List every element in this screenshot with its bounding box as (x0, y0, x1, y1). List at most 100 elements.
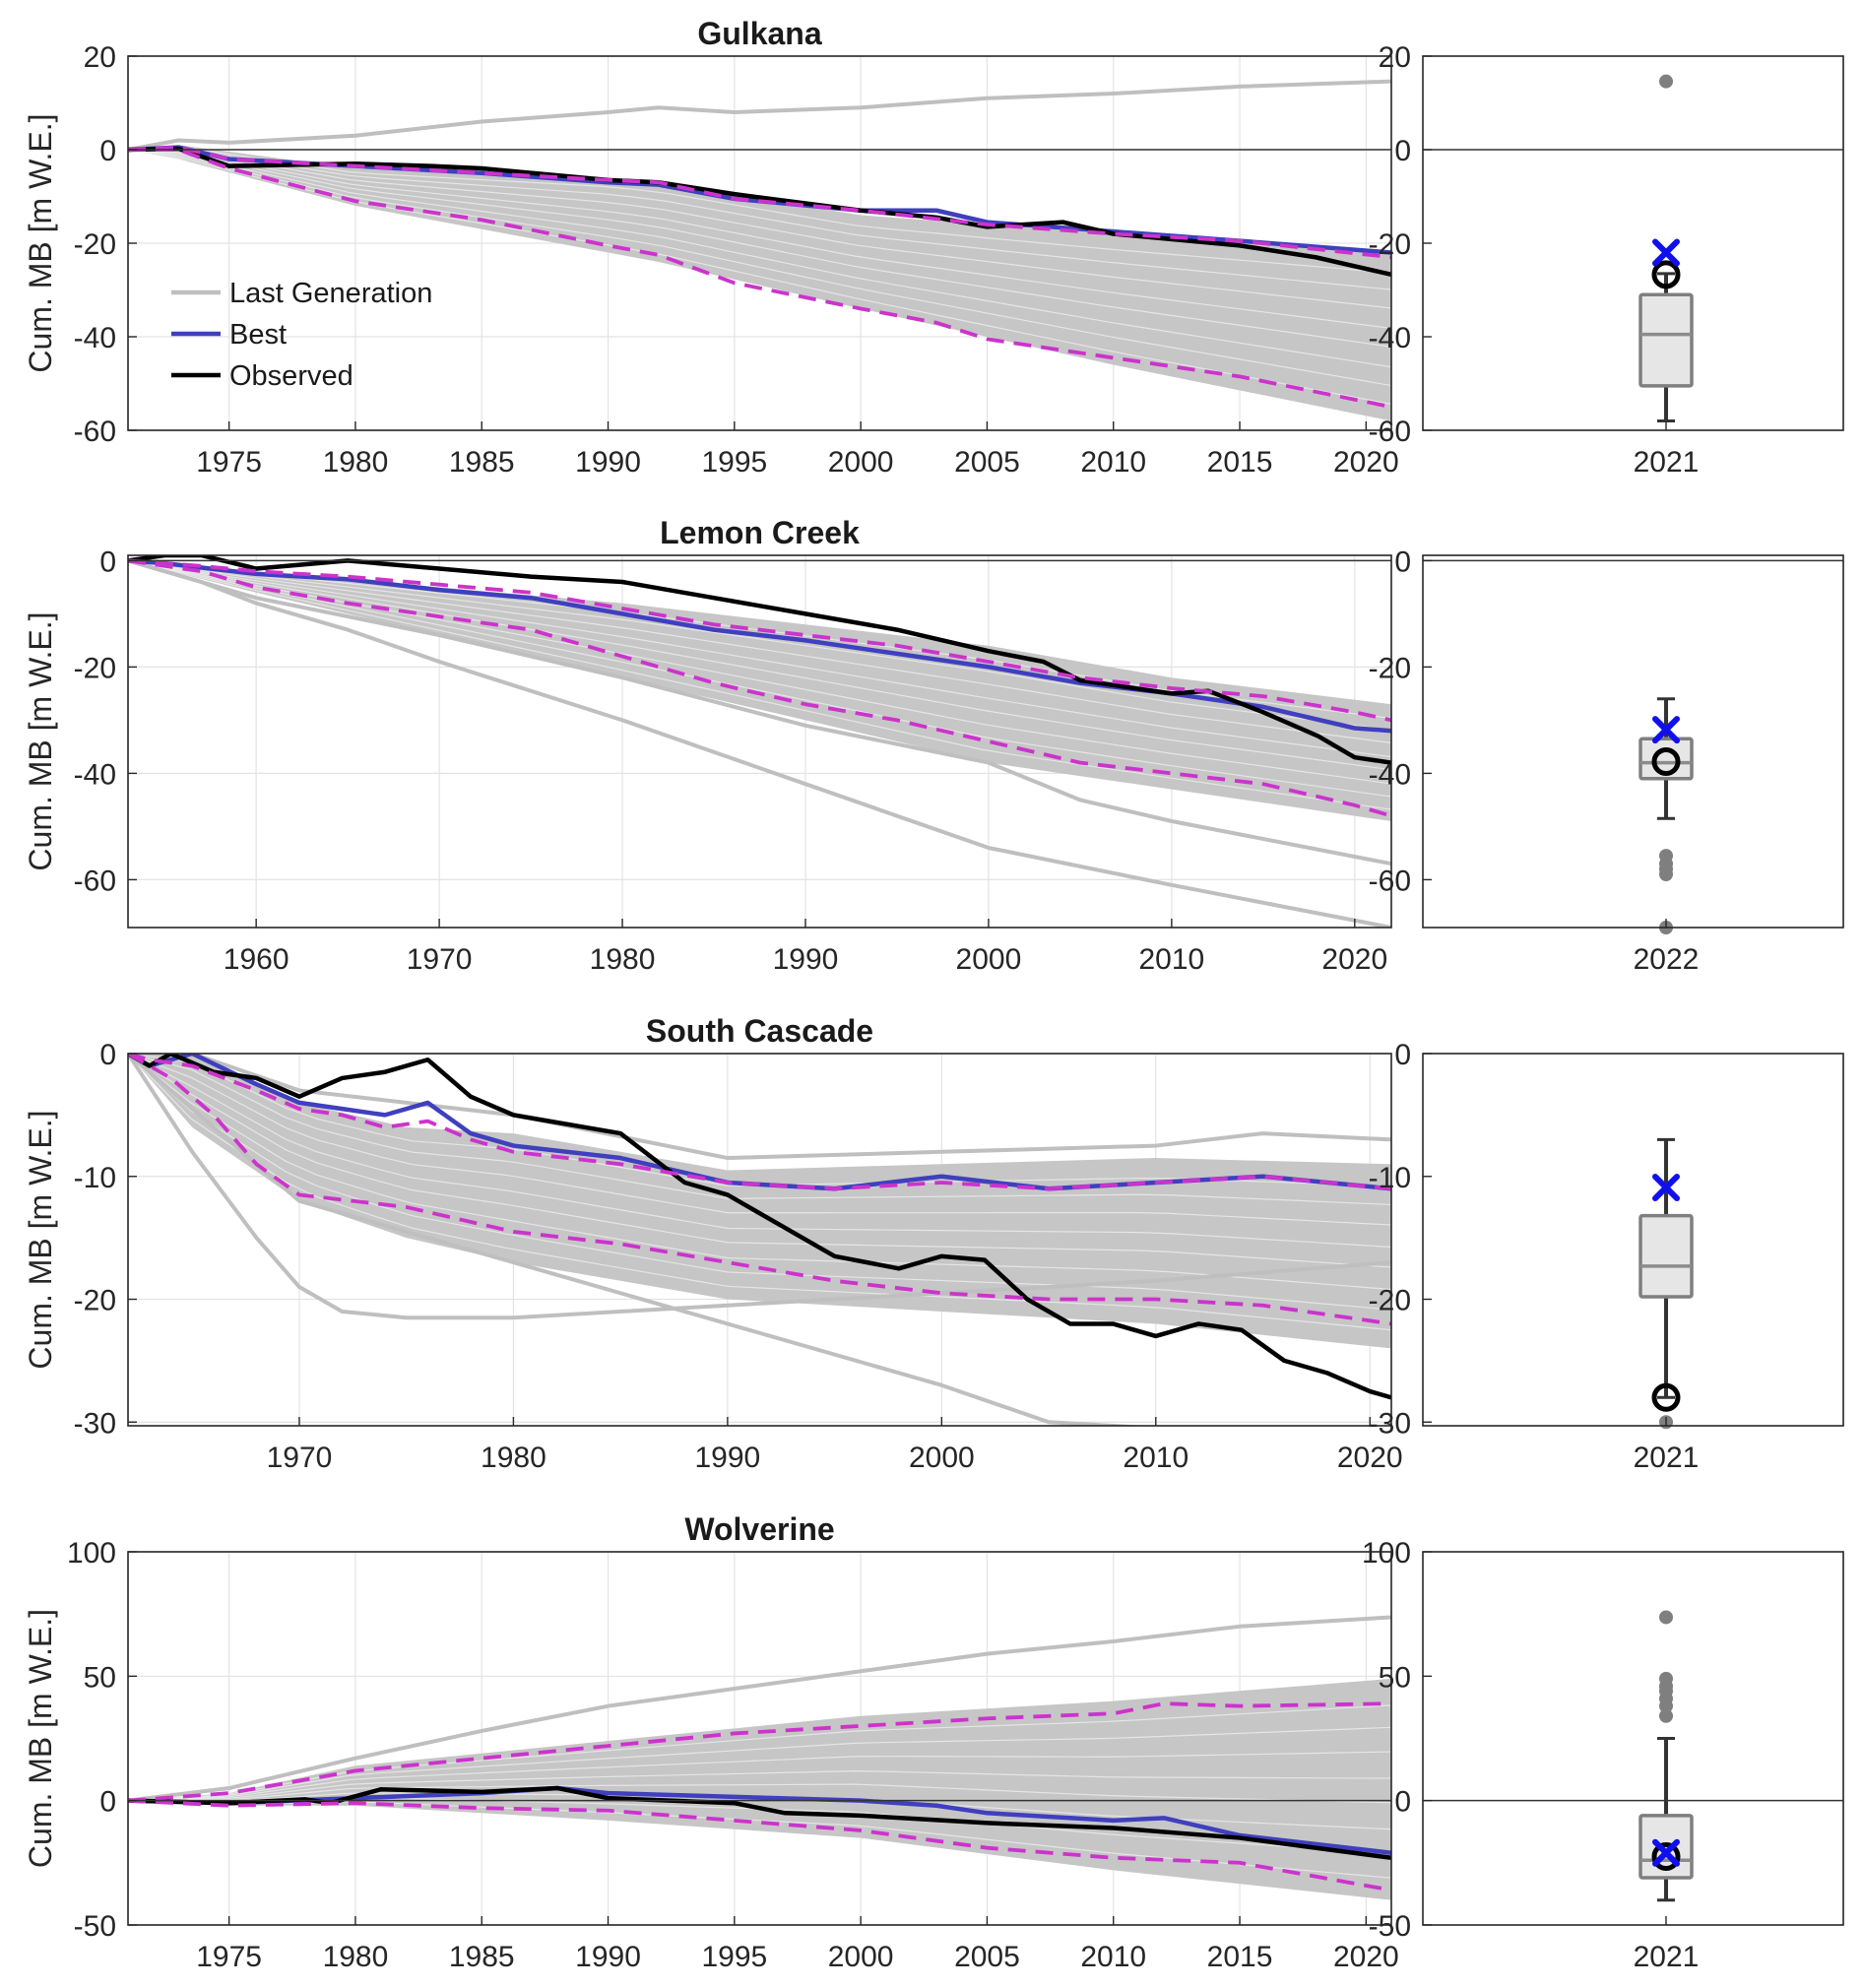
ensemble-streak-0 (128, 147, 1391, 274)
series-lower-percentile (128, 558, 1391, 818)
y-tick-label: 0 (1394, 1039, 1411, 1071)
x-tick-label: 2000 (828, 1941, 894, 1973)
y-tick-label: -20 (74, 652, 116, 684)
ensemble-streak-4 (128, 559, 1391, 771)
ensemble-streak-5 (128, 149, 1391, 368)
ensemble-streak-4 (128, 1054, 1391, 1268)
ensemble-streak-3 (128, 559, 1391, 758)
y-tick-label: -40 (1369, 322, 1411, 354)
ensemble-streak-5 (128, 1054, 1391, 1291)
iqr-box (1638, 1213, 1694, 1299)
y-tick-label: 0 (99, 135, 116, 167)
x-tick-label: 2010 (1080, 446, 1146, 479)
x-tick-label: 1995 (701, 446, 767, 479)
ensemble-streak-7 (128, 149, 1391, 405)
observed-marker (1651, 747, 1681, 777)
y-tick-label: 20 (1379, 41, 1411, 74)
outlier-point-3 (1659, 867, 1673, 881)
series-last-generation-outlier (128, 79, 1391, 152)
boxplot-panel-0: -60 -40 -20 0 20 2021 (1369, 41, 1844, 479)
y-tick-label: 0 (1394, 545, 1411, 578)
x-tick-label: 1990 (773, 943, 839, 976)
x-tick-label: 2022 (1634, 943, 1700, 976)
best-marker-stroke-2 (1652, 1173, 1680, 1201)
best-marker (1652, 1173, 1680, 1201)
boxplot-panel-2: -30 -20 -10 0 2021 (1369, 1039, 1844, 1474)
ensemble-streak-1 (128, 559, 1391, 731)
y-axis-label: Cum. MB [m W.E.] (23, 1110, 58, 1369)
ensemble-streak-6 (128, 149, 1391, 387)
axes-frame (1422, 55, 1844, 431)
y-tick-label: -60 (74, 416, 116, 448)
y-tick-label: -40 (1369, 758, 1411, 791)
panel-title: South Cascade (646, 1013, 873, 1049)
x-tick-label: 2021 (1634, 1941, 1700, 1973)
x-tick-label: 2015 (1207, 1941, 1273, 1973)
ensemble-band (128, 1054, 1391, 1349)
y-tick-label: 100 (67, 1537, 116, 1570)
observed-marker (1651, 1382, 1681, 1412)
legend-label-last-generation: Last Generation (229, 278, 432, 309)
series-last-generation-low (128, 558, 1391, 928)
outlier-point-0 (1659, 1610, 1673, 1625)
ensemble-streak-7 (128, 559, 1391, 810)
series-observed (128, 1054, 1391, 1400)
series-upper-percentile (128, 1054, 1391, 1191)
ensemble-streak-4 (128, 149, 1391, 348)
y-tick-label: -40 (74, 758, 116, 791)
observed-marker (1651, 260, 1681, 289)
series-last-generation-low-2 (128, 558, 1391, 866)
y-axis-label: Cum. MB [m W.E.] (23, 113, 58, 372)
ensemble-streak-7 (128, 1054, 1391, 1331)
axes-frame (1422, 1551, 1844, 1926)
best-marker-stroke-2 (1652, 1838, 1680, 1867)
y-tick-label: -40 (74, 322, 116, 354)
y-tick-label: -20 (1369, 652, 1411, 684)
best-marker (1652, 716, 1680, 744)
best-marker (1652, 1838, 1680, 1867)
y-tick-label: -30 (1369, 1407, 1411, 1440)
iqr-box (1638, 737, 1694, 781)
y-tick-label: 0 (99, 1786, 116, 1819)
x-tick-label: 1975 (196, 1941, 262, 1973)
x-tick-label: 1985 (449, 446, 515, 479)
ensemble-streak-3 (128, 149, 1391, 330)
y-tick-label: -20 (74, 1285, 116, 1317)
x-tick-label: 1990 (575, 1941, 641, 1973)
y-tick-label: -60 (74, 865, 116, 897)
y-axis-label: Cum. MB [m W.E.] (23, 611, 58, 870)
panel-title: Lemon Creek (660, 515, 860, 550)
y-tick-label: 0 (99, 1039, 116, 1071)
axes-frame (127, 554, 1392, 929)
y-tick-label: -20 (1369, 228, 1411, 261)
x-tick-label: 1980 (481, 1442, 546, 1474)
series-lower-percentile (128, 1054, 1391, 1326)
x-tick-label: 2021 (1634, 1442, 1700, 1474)
x-tick-label: 1970 (407, 943, 473, 976)
ensemble-streak-2 (128, 149, 1391, 309)
outlier-point-6 (1659, 1708, 1673, 1723)
ensemble-streak-6 (128, 1054, 1391, 1311)
y-tick-label: -20 (74, 228, 116, 261)
ensemble-band (128, 1678, 1391, 1900)
axes-frame (1422, 554, 1844, 929)
ensemble-streak-2 (128, 1751, 1391, 1802)
ensemble-streak-4 (128, 1783, 1391, 1804)
panel-title: Gulkana (697, 16, 821, 51)
series-last-generation-steep (128, 1054, 1148, 1426)
ensemble-streak-6 (128, 559, 1391, 798)
legend: Last Generation Best Observed (171, 278, 432, 392)
x-tick-label: 2015 (1207, 446, 1273, 479)
x-tick-label: 2010 (1080, 1941, 1146, 1973)
x-tick-label: 2020 (1337, 1442, 1403, 1474)
x-tick-label: 2005 (954, 446, 1020, 479)
y-tick-label: 0 (1394, 1786, 1411, 1819)
plot-area (128, 1054, 1391, 1426)
series-last-generation-high (128, 1054, 1391, 1161)
axes-frame (127, 1053, 1392, 1427)
x-tick-label: 2010 (1123, 1442, 1188, 1474)
x-tick-label: 1980 (323, 1941, 389, 1973)
legend-label-observed: Observed (229, 360, 353, 392)
outlier-point-0 (1659, 74, 1673, 89)
